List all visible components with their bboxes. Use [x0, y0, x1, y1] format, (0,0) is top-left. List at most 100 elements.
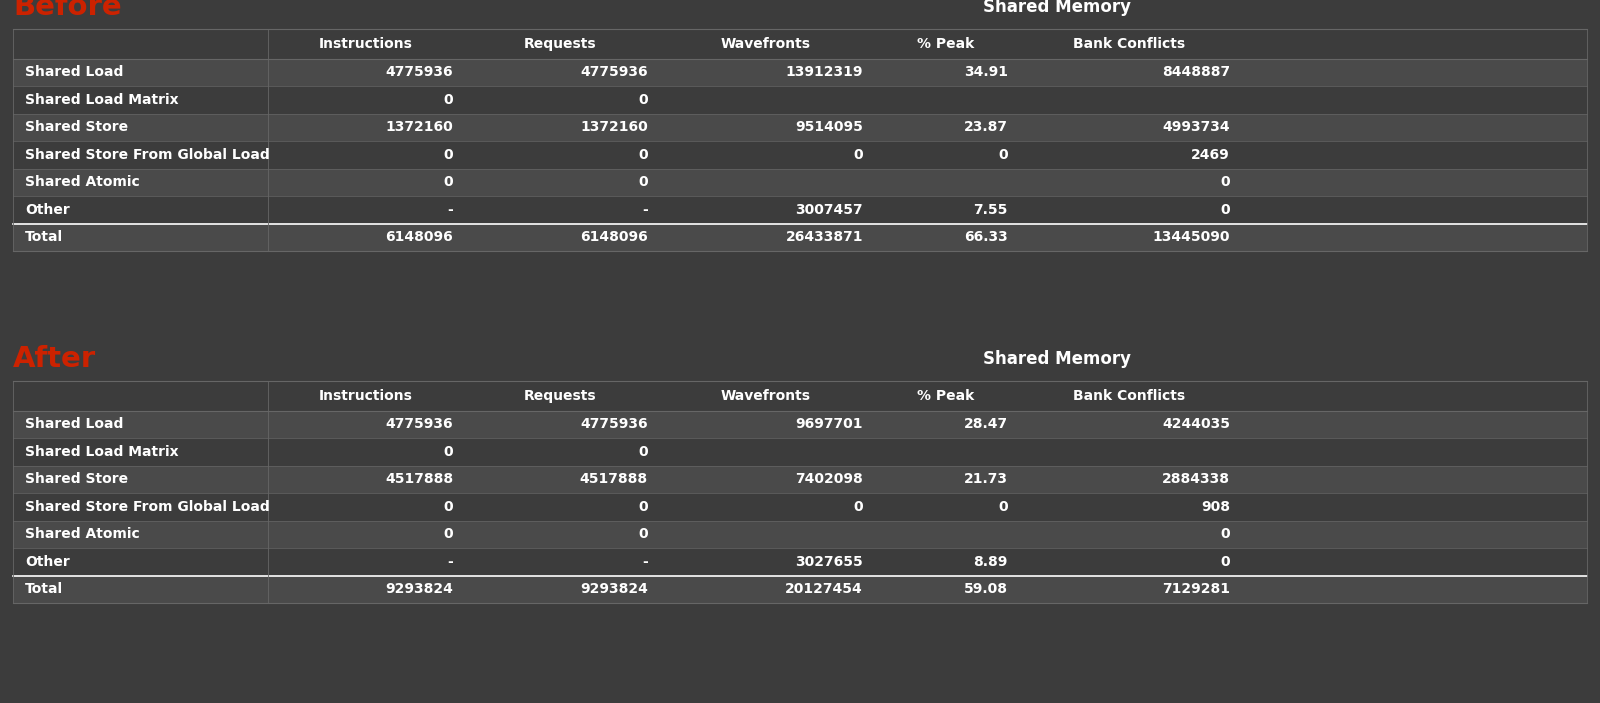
Text: 8.89: 8.89 [974, 555, 1008, 569]
Bar [13, 548, 1587, 576]
Text: 0: 0 [443, 175, 453, 189]
Text: 1372160: 1372160 [386, 120, 453, 134]
Bar [13, 86, 1587, 113]
Bar [13, 224, 1587, 251]
Bar [13, 381, 1587, 411]
Text: -: - [642, 202, 648, 217]
Text: Shared Memory: Shared Memory [982, 0, 1131, 16]
Text: 0: 0 [853, 148, 862, 162]
Bar [13, 438, 1587, 465]
Text: Other: Other [26, 555, 70, 569]
Text: 2884338: 2884338 [1162, 472, 1230, 486]
Text: Bank Conflicts: Bank Conflicts [1074, 37, 1186, 51]
Text: After: After [13, 345, 96, 373]
Text: 0: 0 [1221, 175, 1230, 189]
Text: Wavefronts: Wavefronts [720, 389, 811, 403]
Text: 8448887: 8448887 [1162, 65, 1230, 79]
Bar [13, 576, 1587, 603]
Text: % Peak: % Peak [917, 37, 974, 51]
Text: 4244035: 4244035 [1162, 418, 1230, 431]
Text: 0: 0 [998, 148, 1008, 162]
Text: 6148096: 6148096 [386, 231, 453, 244]
Text: 0: 0 [443, 527, 453, 541]
Text: 6148096: 6148096 [581, 231, 648, 244]
Bar [13, 520, 1587, 548]
Bar [13, 113, 1587, 141]
Text: -: - [642, 555, 648, 569]
Text: 0: 0 [638, 148, 648, 162]
Text: Shared Memory: Shared Memory [982, 350, 1131, 368]
Text: 26433871: 26433871 [786, 231, 862, 244]
Text: 0: 0 [638, 445, 648, 459]
Text: Shared Store: Shared Store [26, 472, 128, 486]
Text: 13912319: 13912319 [786, 65, 862, 79]
Text: Before: Before [13, 0, 122, 21]
Text: Requests: Requests [525, 389, 597, 403]
Text: 21.73: 21.73 [963, 472, 1008, 486]
Text: 9514095: 9514095 [795, 120, 862, 134]
Text: 66.33: 66.33 [965, 231, 1008, 244]
Text: 7.55: 7.55 [974, 202, 1008, 217]
Text: 0: 0 [443, 500, 453, 514]
Text: Requests: Requests [525, 37, 597, 51]
Text: 0: 0 [853, 500, 862, 514]
Text: 0: 0 [1221, 555, 1230, 569]
Text: 0: 0 [1221, 202, 1230, 217]
Text: 0: 0 [638, 527, 648, 541]
Text: 4775936: 4775936 [386, 418, 453, 431]
Text: Other: Other [26, 202, 70, 217]
Text: 3027655: 3027655 [795, 555, 862, 569]
Text: Shared Store From Global Load: Shared Store From Global Load [26, 148, 270, 162]
Text: -: - [448, 202, 453, 217]
Bar [13, 141, 1587, 169]
Text: 28.47: 28.47 [963, 418, 1008, 431]
Text: 908: 908 [1202, 500, 1230, 514]
Text: 9697701: 9697701 [795, 418, 862, 431]
Text: 0: 0 [1221, 527, 1230, 541]
Text: 0: 0 [638, 500, 648, 514]
Text: 2469: 2469 [1192, 148, 1230, 162]
Text: 0: 0 [638, 175, 648, 189]
Text: 7129281: 7129281 [1162, 582, 1230, 596]
Bar [13, 58, 1587, 86]
Text: 34.91: 34.91 [963, 65, 1008, 79]
Text: Instructions: Instructions [318, 37, 413, 51]
Text: Instructions: Instructions [318, 389, 413, 403]
Text: 9293824: 9293824 [581, 582, 648, 596]
Text: Shared Load: Shared Load [26, 65, 123, 79]
Text: 1372160: 1372160 [581, 120, 648, 134]
Bar [13, 465, 1587, 493]
Text: 0: 0 [998, 500, 1008, 514]
Text: 59.08: 59.08 [963, 582, 1008, 596]
Text: 3007457: 3007457 [795, 202, 862, 217]
Text: 9293824: 9293824 [386, 582, 453, 596]
Bar [13, 169, 1587, 196]
Text: 20127454: 20127454 [786, 582, 862, 596]
Text: Shared Load Matrix: Shared Load Matrix [26, 445, 179, 459]
Bar [13, 196, 1587, 224]
Text: Total: Total [26, 582, 62, 596]
Text: Shared Load Matrix: Shared Load Matrix [26, 93, 179, 107]
Text: 4775936: 4775936 [386, 65, 453, 79]
Text: 0: 0 [443, 148, 453, 162]
Text: Total: Total [26, 231, 62, 244]
Text: 0: 0 [443, 93, 453, 107]
Text: Shared Store From Global Load: Shared Store From Global Load [26, 500, 270, 514]
Text: Shared Atomic: Shared Atomic [26, 175, 139, 189]
Bar [13, 411, 1587, 438]
Text: 7402098: 7402098 [795, 472, 862, 486]
Text: 4775936: 4775936 [581, 65, 648, 79]
Text: Bank Conflicts: Bank Conflicts [1074, 389, 1186, 403]
Text: -: - [448, 555, 453, 569]
Text: 4517888: 4517888 [386, 472, 453, 486]
Text: 23.87: 23.87 [963, 120, 1008, 134]
Text: 13445090: 13445090 [1152, 231, 1230, 244]
Text: Shared Store: Shared Store [26, 120, 128, 134]
Text: % Peak: % Peak [917, 389, 974, 403]
Text: 4993734: 4993734 [1162, 120, 1230, 134]
Text: 4517888: 4517888 [579, 472, 648, 486]
Bar [13, 29, 1587, 58]
Text: 0: 0 [638, 93, 648, 107]
Text: 0: 0 [443, 445, 453, 459]
Text: 4775936: 4775936 [581, 418, 648, 431]
